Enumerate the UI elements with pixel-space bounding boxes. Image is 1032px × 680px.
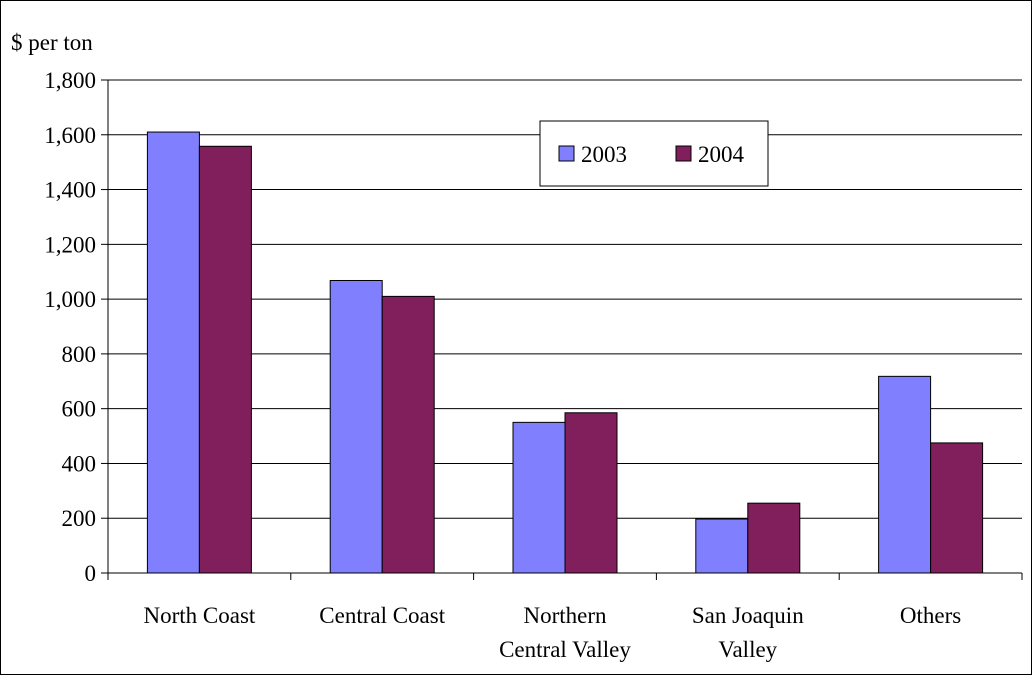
x-tick-label-line: Northern: [523, 603, 607, 628]
x-tick-label: Northern Central Valley: [499, 603, 631, 662]
x-tick-label-line: Central Coast: [319, 603, 445, 628]
y-tick-label: 1,000: [44, 287, 96, 312]
x-tick-label: Others: [900, 603, 961, 628]
x-tick-label-line: Valley: [718, 637, 777, 662]
legend-swatch-2003: [558, 145, 575, 162]
bar-2004: [381, 295, 435, 574]
x-tick-label-line: Central Valley: [499, 637, 631, 662]
bar-2004: [930, 442, 984, 574]
y-tick-label: 800: [62, 342, 97, 367]
legend-label-2003: 2003: [581, 142, 627, 167]
y-tick-label: 200: [62, 506, 97, 531]
x-tick-label: San Joaquin Valley: [692, 603, 804, 662]
tick-labels: 0 200 400 600 800 1,000 1,200 1,400 1,600 1,800 No…: [44, 68, 961, 662]
y-tick-label: 1,400: [44, 178, 96, 203]
bar-2003: [512, 421, 566, 574]
x-tick-label-line: San Joaquin: [692, 603, 804, 628]
x-tick-label: North Coast: [143, 603, 255, 628]
bars: [146, 131, 984, 574]
x-tick-label: Central Coast: [319, 603, 445, 628]
axes: [101, 79, 1023, 580]
bar-2003: [878, 375, 932, 574]
y-tick-label: 0: [85, 561, 97, 586]
legend-label-2004: 2004: [698, 142, 745, 167]
bar-2003: [329, 279, 383, 574]
gridlines: [108, 79, 1022, 519]
y-tick-label: 1,800: [44, 68, 96, 93]
legend: 2003 2004: [539, 120, 769, 187]
bar-2003: [146, 131, 200, 574]
bar-2004: [564, 412, 618, 574]
y-tick-label: 1,600: [44, 123, 96, 148]
bar-2003: [695, 518, 749, 574]
y-tick-label: 1,200: [44, 232, 96, 257]
legend-box: [539, 120, 769, 187]
x-tick-label-line: Others: [900, 603, 961, 628]
bar-2004: [198, 145, 252, 574]
legend-swatch-2004: [675, 145, 692, 162]
y-tick-label: 400: [62, 451, 97, 476]
y-tick-label: 600: [62, 397, 97, 422]
y-axis-label: $ per ton: [11, 30, 93, 55]
bar-2004: [747, 502, 801, 574]
x-tick-label-line: North Coast: [143, 603, 255, 628]
